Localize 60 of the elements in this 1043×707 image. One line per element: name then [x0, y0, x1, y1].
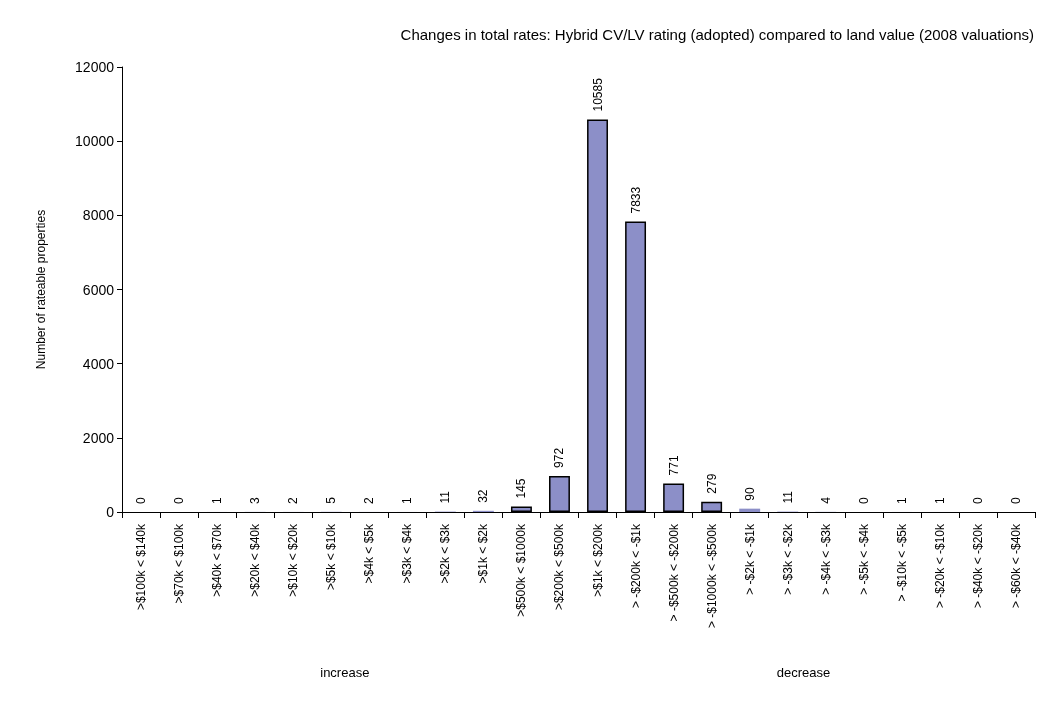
- x-tick-label: > -$1000k < -$500k: [704, 523, 719, 629]
- x-tick-label: >$100k < $140k: [134, 523, 149, 611]
- data-label: 972: [552, 447, 567, 468]
- data-label: 3: [248, 496, 263, 504]
- x-tick-label: >$4k < $5k: [362, 523, 377, 584]
- x-tick-label: > -$40k < -$20k: [970, 523, 985, 609]
- data-label: 2: [362, 496, 377, 504]
- x-tick-label: >$1k < $2k: [476, 523, 491, 584]
- x-tick-label: >$200k < $500k: [552, 523, 567, 611]
- data-label: 7833: [628, 186, 643, 214]
- data-label: 1: [210, 496, 225, 504]
- x-tick-label: >$70k < $100k: [172, 523, 187, 604]
- y-axis-title: Number of rateable properties: [34, 209, 48, 370]
- x-tick-label: >$10k < $20k: [286, 523, 301, 597]
- data-label: 0: [134, 497, 149, 504]
- data-label: 0: [970, 497, 985, 504]
- data-label: 145: [514, 478, 529, 499]
- y-tick-label: 0: [106, 504, 115, 520]
- data-label: 11: [438, 490, 453, 504]
- y-tick-label: 8000: [82, 207, 115, 224]
- x-tick-label: > -$5k < -$4k: [856, 523, 871, 595]
- data-label: 11: [780, 490, 795, 504]
- x-tick-label: >$20k < $40k: [248, 523, 263, 597]
- x-tick-label: > -$10k < -$5k: [894, 523, 909, 602]
- y-tick-label: 2000: [82, 429, 115, 446]
- x-tick-label: > -$4k < -$3k: [818, 523, 833, 595]
- data-label: 5: [324, 496, 339, 504]
- data-label: 32: [476, 489, 491, 503]
- data-label: 1: [932, 496, 947, 504]
- x-tick-label: >$5k < $10k: [324, 523, 339, 591]
- data-label: 0: [1008, 497, 1023, 504]
- text: decrease: [776, 665, 831, 680]
- data-label: 771: [666, 455, 681, 476]
- text: increase: [320, 665, 370, 680]
- data-label: 2: [286, 496, 301, 504]
- y-tick-label: 6000: [82, 281, 115, 298]
- x-tick-label: >$2k < $3k: [438, 523, 453, 584]
- x-tick-label: > -$200k < -$1k: [628, 523, 643, 609]
- x-tick-label: >$1k < $200k: [590, 523, 605, 597]
- x-tick-label: > -$20k < -$10k: [932, 523, 947, 609]
- x-tick-label: >$3k < $4k: [400, 523, 415, 584]
- x-tick-label: > -$500k < -$200k: [666, 523, 681, 622]
- data-label: 1: [400, 496, 415, 504]
- y-tick-label: 4000: [82, 355, 115, 372]
- data-label: 1: [894, 496, 909, 504]
- data-label: 10585: [590, 77, 605, 112]
- data-label: 0: [856, 497, 871, 504]
- data-label: 0: [172, 497, 187, 504]
- x-tick-label: > -$60k < -$40k: [1008, 523, 1023, 609]
- y-tick-label: 12000: [75, 59, 115, 75]
- data-label: 4: [818, 496, 833, 504]
- data-label: 90: [742, 486, 757, 501]
- data-label: 279: [704, 473, 719, 494]
- chart-title: Changes in total rates: Hybrid CV/LV rating (adopted) compared to land value (2008 valuations): [400, 26, 1035, 43]
- y-tick-label: 10000: [75, 133, 115, 150]
- x-tick-label: > -$3k < -$2k: [780, 523, 795, 595]
- bar: [739, 508, 761, 512]
- x-tick-label: > -$2k < -$1k: [742, 523, 757, 595]
- x-tick-label: >$500k < $1000k: [514, 523, 529, 617]
- x-tick-label: >$40k < $70k: [210, 523, 225, 597]
